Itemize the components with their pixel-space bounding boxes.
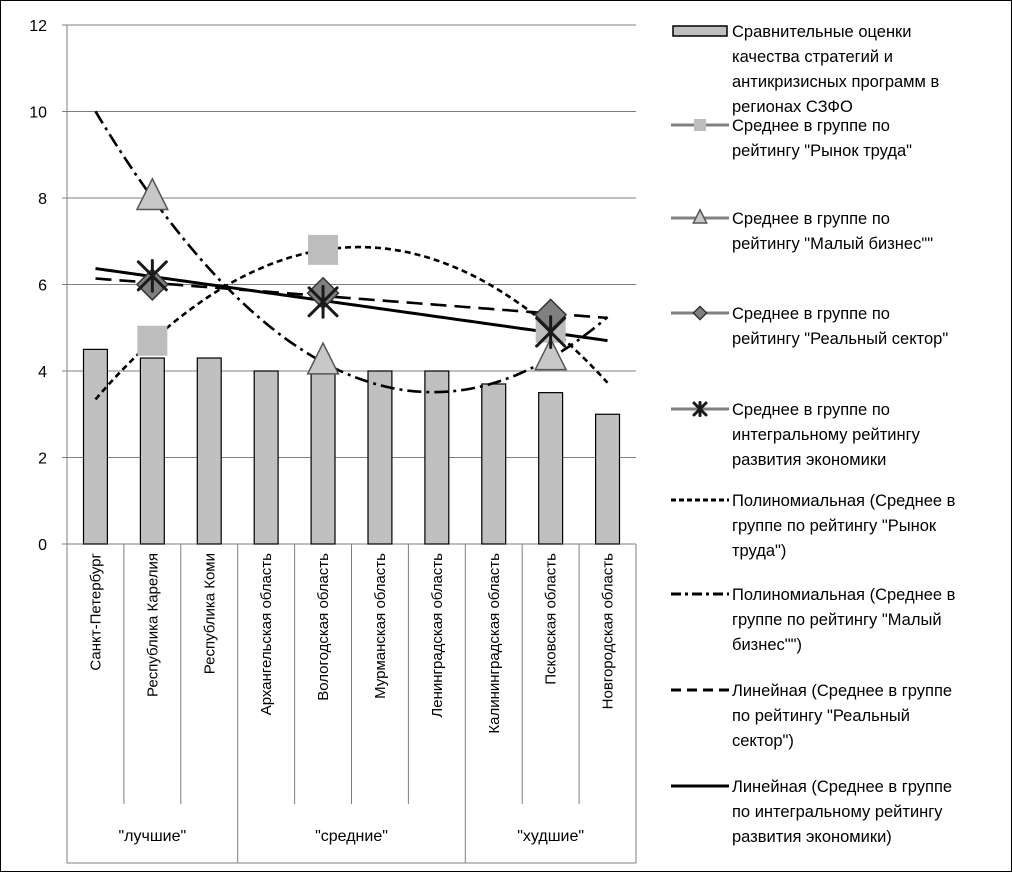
legend-item: Среднее в группе по рейтингу "Малый бизне… <box>671 208 933 253</box>
legend-label: Сравнительные оценки качества стратегий и… <box>732 23 939 116</box>
x-axis: Санкт-Петербург Республика Карелия Республ… <box>66 544 637 863</box>
bar <box>481 383 507 545</box>
data-point <box>137 325 168 356</box>
category-label: Калининградская область <box>486 553 503 734</box>
data-point <box>136 258 168 293</box>
legend-label: Линейная (Среднее в группе по интегрально… <box>732 778 952 846</box>
data-point <box>534 337 568 371</box>
y-tick-label: 2 <box>38 451 47 468</box>
group-label: "лучшие" <box>118 828 186 845</box>
group-label: "худшие" <box>517 828 584 845</box>
trendlines <box>94 110 609 401</box>
legend-label: Среднее в группе по интегральному рейтинг… <box>732 401 921 469</box>
y-tick-label: 6 <box>38 278 47 295</box>
legend-marker <box>692 305 708 321</box>
legend-label: Полиномиальная (Среднее в группе по рейти… <box>732 586 956 654</box>
category-label: Новгородская область <box>600 553 617 709</box>
bar <box>595 413 621 545</box>
category-label: Ленинградская область <box>429 553 446 718</box>
legend-marker <box>692 208 708 224</box>
legend-item: Среднее в группе по рейтингу "Реальный се… <box>671 305 948 348</box>
bar <box>538 392 564 545</box>
bar <box>196 357 222 545</box>
data-point <box>306 341 340 375</box>
bar <box>310 370 336 545</box>
category-label: Вологодская область <box>315 553 332 701</box>
legend-label: Полиномиальная (Среднее в группе по рейти… <box>732 492 956 560</box>
category-label: Мурманская область <box>372 553 389 699</box>
bar <box>253 370 279 545</box>
y-tick-label: 10 <box>29 105 47 122</box>
legend: Сравнительные оценки качества стратегий и… <box>671 23 956 846</box>
data-point <box>535 315 567 349</box>
legend-swatch <box>672 25 728 37</box>
bar <box>82 348 108 545</box>
bar <box>139 357 165 545</box>
y-tick-label: 8 <box>38 191 47 208</box>
legend-label: Среднее в группе по рейтингу "Малый бизне… <box>732 210 933 253</box>
data-point <box>307 284 339 319</box>
bar <box>367 370 393 545</box>
trendline <box>95 267 608 343</box>
y-tick-label: 4 <box>38 364 47 381</box>
legend-marker <box>692 400 708 418</box>
legend-item: Полиномиальная (Среднее в группе по рейти… <box>671 586 956 654</box>
bar-series <box>82 348 621 545</box>
legend-item: Сравнительные оценки качества стратегий и… <box>672 23 939 116</box>
group-label: "средние" <box>315 828 388 845</box>
y-tick-label: 12 <box>29 18 47 35</box>
legend-item: Среднее в группе по рейтингу "Рынок труда… <box>671 117 912 160</box>
trendline <box>95 277 608 320</box>
bar <box>424 370 450 545</box>
legend-item: Линейная (Среднее в группе по интегрально… <box>671 778 952 846</box>
legend-label: Среднее в группе по рейтингу "Рынок труда… <box>732 117 912 160</box>
legend-item: Линейная (Среднее в группе по рейтингу "Р… <box>671 682 952 750</box>
data-point <box>308 234 339 265</box>
trendline <box>94 110 609 394</box>
category-label: Санкт-Петербург <box>87 552 104 670</box>
marker-series <box>135 177 568 375</box>
category-label: Республика Карелия <box>144 553 161 697</box>
legend-label: Среднее в группе по рейтингу "Реальный се… <box>732 305 948 348</box>
category-label: Республика Коми <box>201 553 218 674</box>
category-label: Архангельская область <box>258 553 275 715</box>
category-label: Псковская область <box>543 553 560 685</box>
legend-marker <box>694 119 706 131</box>
legend-item: Полиномиальная (Среднее в группе по рейти… <box>671 492 956 560</box>
trendline <box>94 245 609 401</box>
y-tick-label: 0 <box>38 537 47 554</box>
legend-label: Линейная (Среднее в группе по рейтингу "Р… <box>732 682 952 750</box>
legend-item: Среднее в группе по интегральному рейтинг… <box>671 400 921 469</box>
data-point <box>135 177 169 211</box>
